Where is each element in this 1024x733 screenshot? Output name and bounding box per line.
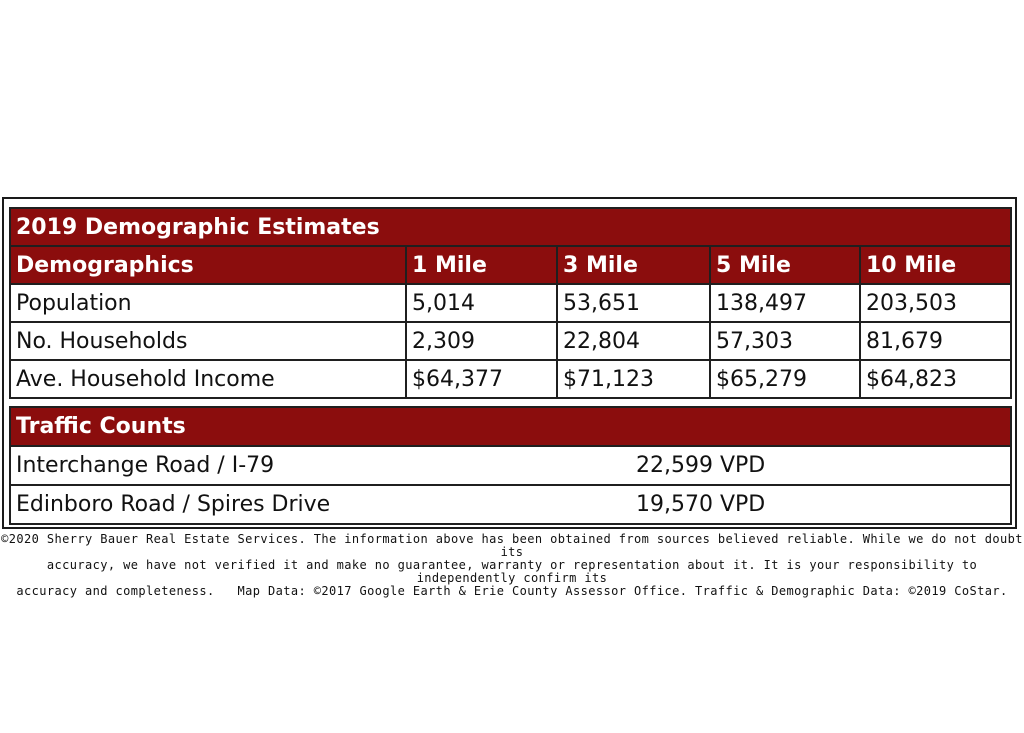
table-cell: $64,377 [405, 359, 558, 399]
disclaimer-line: accuracy and completeness. Map Data: ©20… [16, 584, 1008, 598]
table-cell: $71,123 [556, 359, 711, 399]
table-cell: 57,303 [709, 321, 861, 361]
header-demographics: Demographics [9, 245, 407, 285]
table-cell: 5,014 [405, 283, 558, 323]
table-cell: 53,651 [556, 283, 711, 323]
table-cell: 81,679 [858, 321, 1013, 361]
disclaimer-line: ©2020 Sherry Bauer Real Estate Services.… [1, 532, 1023, 559]
table-row: Interchange Road / I-79 22,599 VPD [9, 445, 1012, 486]
traffic-title: Traffic Counts [9, 406, 1012, 447]
table-row: No. Households 2,309 22,804 57,303 81,67… [9, 321, 1013, 361]
table-title-row: Traffic Counts [9, 406, 1012, 447]
disclaimer: ©2020 Sherry Bauer Real Estate Services.… [0, 533, 1024, 598]
table-cell: $64,823 [858, 359, 1013, 399]
table-row: Ave. Household Income $64,377 $71,123 $6… [9, 359, 1013, 399]
disclaimer-line: accuracy, we have not verified it and ma… [46, 558, 978, 585]
table-cell: 203,503 [858, 283, 1013, 323]
road-label: Edinboro Road / Spires Drive [9, 484, 406, 525]
traffic-count: 19,570 VPD [406, 484, 1012, 525]
row-label: No. Households [9, 321, 407, 361]
header-5-mile: 5 Mile [709, 245, 861, 285]
table-row: Edinboro Road / Spires Drive 19,570 VPD [9, 484, 1012, 525]
table-header-row: Demographics 1 Mile 3 Mile 5 Mile 10 Mil… [9, 245, 1013, 285]
header-1-mile: 1 Mile [405, 245, 558, 285]
table-title-row: 2019 Demographic Estimates [8, 207, 1013, 247]
traffic-count: 22,599 VPD [406, 445, 1012, 486]
demographics-table: 2019 Demographic Estimates Demographics … [8, 207, 1013, 399]
demographics-title: 2019 Demographic Estimates [8, 207, 1013, 247]
table-row: Population 5,014 53,651 138,497 203,503 [9, 283, 1013, 323]
row-label: Ave. Household Income [9, 359, 407, 399]
traffic-table: Traffic Counts Interchange Road / I-79 2… [9, 406, 1012, 525]
table-cell: 22,804 [556, 321, 711, 361]
header-3-mile: 3 Mile [556, 245, 711, 285]
row-label: Population [9, 283, 407, 323]
header-10-mile: 10 Mile [858, 245, 1013, 285]
table-cell: 2,309 [405, 321, 558, 361]
table-cell: $65,279 [709, 359, 861, 399]
table-cell: 138,497 [709, 283, 861, 323]
road-label: Interchange Road / I-79 [9, 445, 406, 486]
